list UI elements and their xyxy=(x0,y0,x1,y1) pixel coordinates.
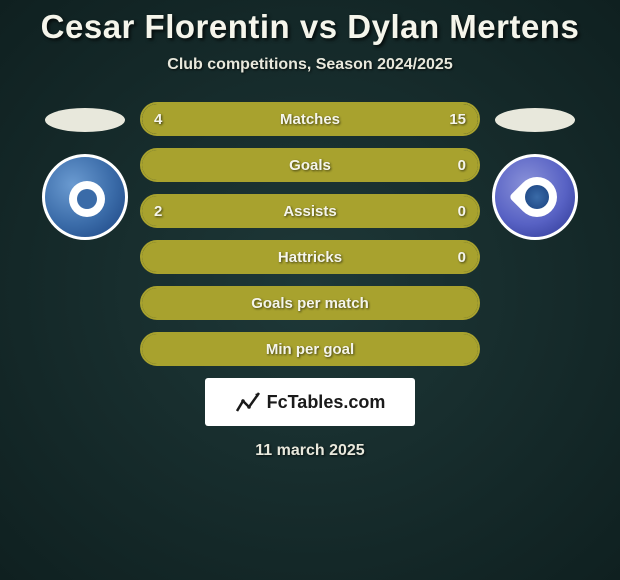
stat-row: Hattricks0 xyxy=(140,240,480,274)
stat-label: Matches xyxy=(142,111,478,128)
stat-label: Assists xyxy=(142,203,478,220)
stat-row: 4Matches15 xyxy=(140,102,480,136)
stat-label: Min per goal xyxy=(142,341,478,358)
player-left-photo-placeholder xyxy=(45,108,125,132)
stat-label: Goals xyxy=(142,157,478,174)
date-text: 11 march 2025 xyxy=(255,442,364,460)
stat-label: Goals per match xyxy=(142,295,478,312)
comparison-body: 4Matches15Goals02Assists0Hattricks0Goals… xyxy=(0,102,620,366)
club-logo-right xyxy=(492,154,578,240)
stat-label: Hattricks xyxy=(142,249,478,266)
stat-value-right: 15 xyxy=(449,111,466,128)
stat-value-right: 0 xyxy=(458,249,466,266)
fctables-logo-icon xyxy=(235,389,261,415)
branding-text: FcTables.com xyxy=(267,392,386,413)
page-title: Cesar Florentin vs Dylan Mertens xyxy=(41,8,580,46)
stat-row: Min per goal xyxy=(140,332,480,366)
stat-row: 2Assists0 xyxy=(140,194,480,228)
stat-row: Goals per match xyxy=(140,286,480,320)
player-right-column xyxy=(490,102,580,240)
player-right-photo-placeholder xyxy=(495,108,575,132)
stat-value-right: 0 xyxy=(458,157,466,174)
club-logo-left xyxy=(42,154,128,240)
stat-row: Goals0 xyxy=(140,148,480,182)
player-left-column xyxy=(40,102,130,240)
subtitle: Club competitions, Season 2024/2025 xyxy=(167,56,452,74)
comparison-card: Cesar Florentin vs Dylan Mertens Club co… xyxy=(0,0,620,468)
stats-list: 4Matches15Goals02Assists0Hattricks0Goals… xyxy=(140,102,480,366)
branding-badge: FcTables.com xyxy=(205,378,415,426)
stat-value-right: 0 xyxy=(458,203,466,220)
